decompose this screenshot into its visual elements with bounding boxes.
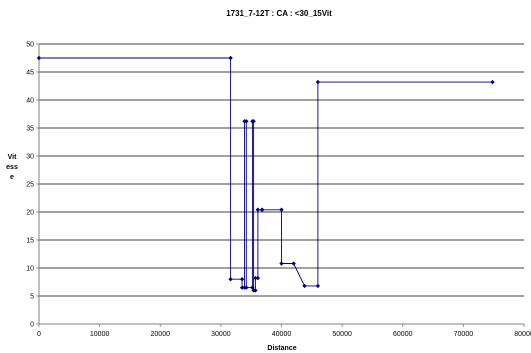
data-point <box>239 285 245 290</box>
data-point <box>228 55 233 61</box>
grid <box>39 43 524 297</box>
x-tick-label: 30000 <box>211 331 231 338</box>
y-tick-label: 50 <box>26 42 34 49</box>
data-point <box>279 261 284 266</box>
y-tick-label: 20 <box>26 210 34 217</box>
y-axis-label-part: Vit <box>8 154 17 161</box>
y-tick-label: 25 <box>26 182 34 189</box>
data-point <box>36 55 42 61</box>
x-tick-label: 40000 <box>272 331 292 338</box>
data-point <box>315 283 321 289</box>
x-tick-label: 20000 <box>151 331 171 338</box>
x-tick-label: 70000 <box>454 331 474 338</box>
data-point <box>239 277 245 282</box>
x-tick-label: 80000 <box>514 331 531 338</box>
y-axis-label: Vit ess e <box>6 154 18 181</box>
x-tick-label: 0 <box>37 331 41 338</box>
data-point <box>255 207 261 212</box>
tick-labels: 0 5 10 15 20 25 30 35 40 45 50 0 10000 20000 30000 4000… <box>26 42 531 339</box>
y-axis-label-part: e <box>10 174 14 181</box>
data-point <box>259 207 265 212</box>
data-point <box>253 275 258 281</box>
data-point <box>228 277 233 282</box>
x-tick-label: 60000 <box>393 331 413 338</box>
data-point <box>279 207 284 212</box>
y-tick-label: 45 <box>26 70 34 77</box>
y-tick-label: 0 <box>30 322 34 329</box>
data-point <box>302 283 307 289</box>
data-point <box>490 79 495 85</box>
axes <box>36 43 525 327</box>
y-tick-label: 40 <box>26 98 34 105</box>
data-point <box>255 275 261 281</box>
x-axis-label: Distance <box>267 345 296 352</box>
y-tick-label: 30 <box>26 154 34 161</box>
data-point <box>315 79 321 85</box>
data-point <box>291 261 296 266</box>
chart-title: 1731_7-12T : CA : <30_15Vit <box>226 9 332 18</box>
series <box>36 55 495 293</box>
y-tick-label: 10 <box>26 266 34 273</box>
y-tick-label: 15 <box>26 238 34 245</box>
data-point <box>251 119 256 124</box>
data-point <box>253 288 258 293</box>
data-point <box>244 285 249 290</box>
y-tick-label: 5 <box>30 294 34 301</box>
series-line <box>39 57 493 291</box>
y-axis-label-part: ess <box>6 164 18 171</box>
data-point <box>244 119 249 124</box>
y-tick-label: 35 <box>26 126 34 133</box>
x-tick-label: 50000 <box>332 331 352 338</box>
x-tick-label: 10000 <box>90 331 110 338</box>
